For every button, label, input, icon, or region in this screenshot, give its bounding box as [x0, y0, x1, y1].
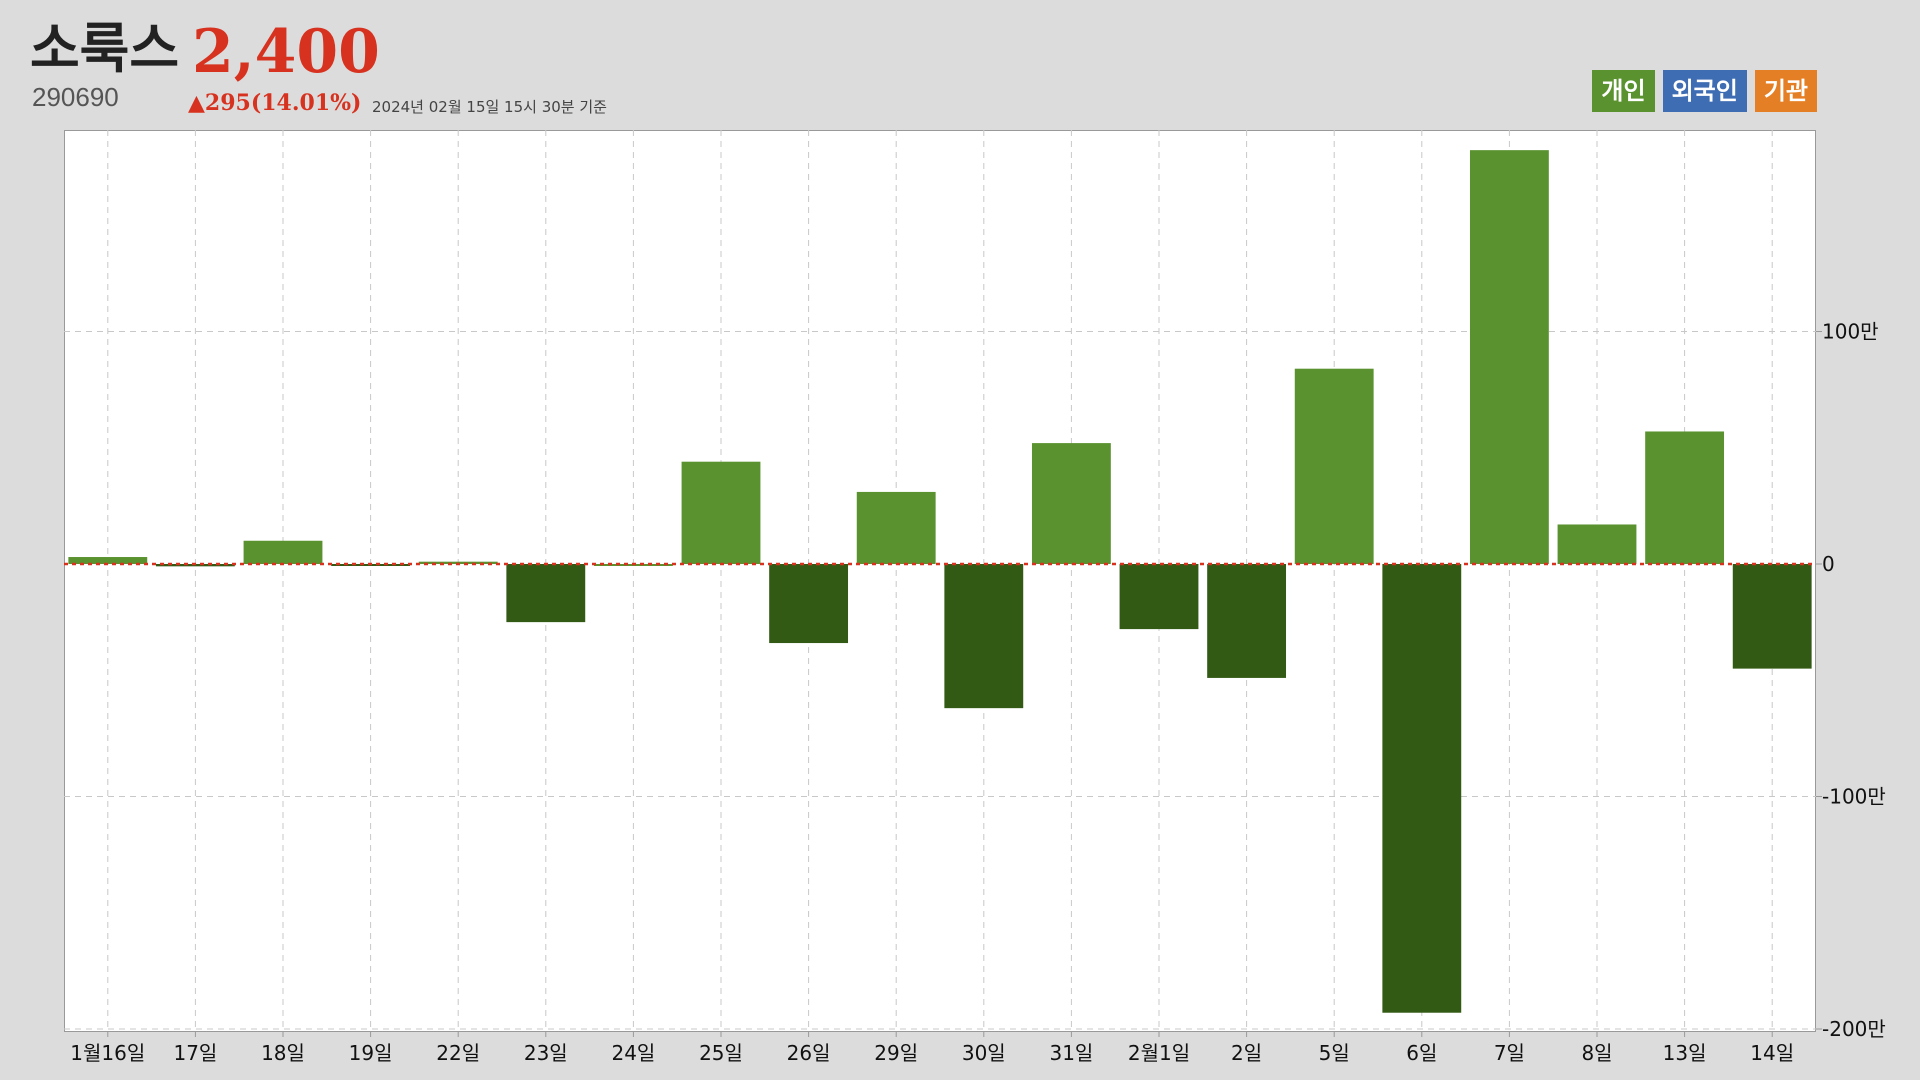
- bar: [1557, 524, 1637, 564]
- stock-name: 소룩스: [30, 17, 180, 80]
- x-tick-label: 8일: [1581, 1041, 1612, 1065]
- x-tick-label: 13일: [1663, 1041, 1707, 1065]
- bar: [1382, 564, 1462, 1013]
- x-tick-label: 22일: [436, 1041, 480, 1065]
- bar: [769, 564, 849, 644]
- x-tick-label: 31일: [1049, 1041, 1093, 1065]
- legend-item-foreigner[interactable]: 외국인: [1662, 70, 1747, 112]
- x-tick-label: 2일: [1231, 1041, 1262, 1065]
- x-tick-label: 25일: [699, 1041, 743, 1065]
- bar: [1645, 431, 1725, 564]
- bar: [1732, 564, 1812, 669]
- legend-item-institution[interactable]: 기관: [1754, 70, 1817, 112]
- bar: [1207, 564, 1287, 678]
- x-tick-label: 1월16일: [70, 1041, 145, 1065]
- bar: [506, 564, 586, 623]
- x-tick-label: 14일: [1750, 1041, 1794, 1065]
- x-tick-label: 26일: [787, 1041, 831, 1065]
- x-tick-label: 17일: [173, 1041, 217, 1065]
- bar: [1031, 443, 1111, 564]
- reference-date: 2024년 02월 15일 15시 30분 기준: [372, 98, 607, 116]
- chart-header: 소룩스 2,400 290690 ▲295(14.01%) 2024년 02월 …: [0, 0, 1920, 125]
- y-tick-label: 100만: [1822, 320, 1879, 344]
- stock-code: 290690: [32, 82, 119, 112]
- y-tick-label: -100만: [1822, 785, 1886, 809]
- stock-price: 2,400: [192, 17, 380, 87]
- bar: [1294, 368, 1374, 564]
- y-tick-label: 0: [1822, 552, 1835, 576]
- x-tick-label: 19일: [349, 1041, 393, 1065]
- bar: [243, 540, 323, 564]
- bar: [856, 491, 936, 564]
- x-tick-label: 30일: [962, 1041, 1006, 1065]
- x-tick-label: 6일: [1406, 1041, 1437, 1065]
- x-tick-label: 23일: [524, 1041, 568, 1065]
- bar: [1119, 564, 1199, 630]
- x-tick-label: 7일: [1494, 1041, 1525, 1065]
- legend-item-individual[interactable]: 개인: [1592, 70, 1655, 112]
- bar: [944, 564, 1024, 709]
- bar: [681, 461, 761, 564]
- x-tick-label: 18일: [261, 1041, 305, 1065]
- price-change: ▲295(14.01%): [188, 90, 362, 116]
- legend: 개인 외국인 기관: [1592, 70, 1817, 112]
- x-tick-label: 29일: [874, 1041, 918, 1065]
- x-tick-label: 2월1일: [1128, 1041, 1190, 1065]
- x-tick-label: 5일: [1319, 1041, 1350, 1065]
- bar: [68, 557, 148, 564]
- bar: [1469, 150, 1549, 564]
- x-tick-label: 24일: [611, 1041, 655, 1065]
- y-tick-label: -200만: [1822, 1017, 1886, 1041]
